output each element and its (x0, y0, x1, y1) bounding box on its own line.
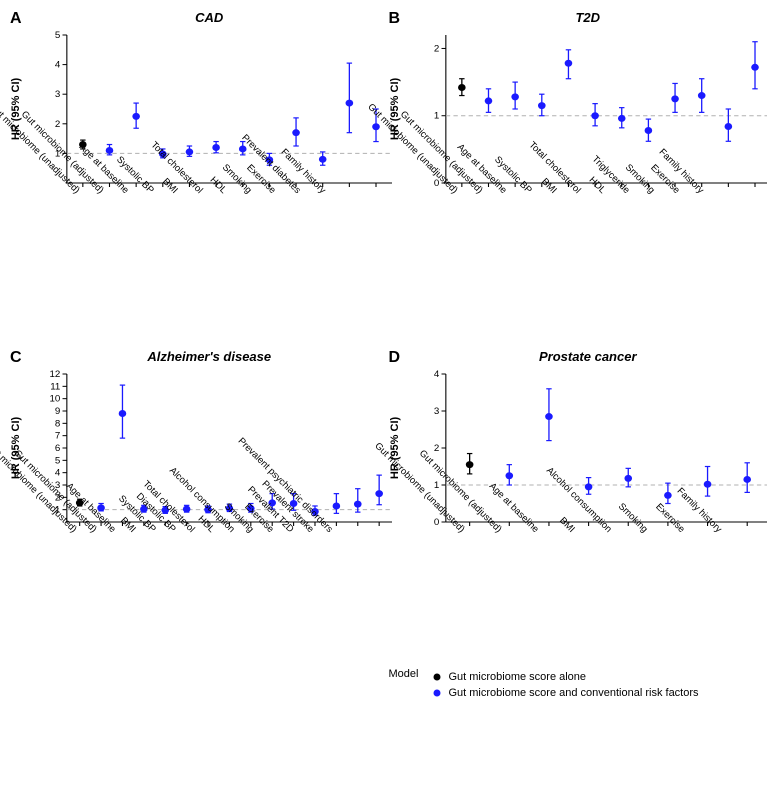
panel-letter: C (10, 349, 22, 367)
panel-letter: D (389, 349, 401, 367)
svg-text:2: 2 (433, 443, 438, 453)
svg-text:4: 4 (55, 60, 60, 70)
panel-letter: A (10, 10, 22, 28)
panel-grid: ACADHR (95% CI)12345Gut microbiome (unad… (10, 10, 757, 702)
panel-b: BT2DHR (95% CI)012Gut microbiome (unadju… (389, 10, 758, 309)
legend-title: Model (389, 668, 419, 680)
panel-a: ACADHR (95% CI)12345Gut microbiome (unad… (10, 10, 379, 309)
svg-text:12: 12 (49, 369, 60, 379)
legend: Model Gut microbiome score alone Gut mic… (389, 668, 758, 702)
svg-text:5: 5 (55, 456, 60, 466)
svg-text:0: 0 (433, 517, 438, 527)
svg-text:11: 11 (50, 382, 60, 392)
panel-d: DProstate cancerHR (95% CI)01234Gut micr… (389, 349, 758, 648)
panel-title: Prostate cancer (419, 349, 758, 364)
x-axis-labels: Gut microbiome (unadjusted)Gut microbiom… (30, 528, 379, 648)
svg-text:2: 2 (55, 119, 60, 129)
svg-text:1: 1 (433, 480, 438, 490)
svg-text:7: 7 (55, 431, 60, 441)
legend-item-label: Gut microbiome score and conventional ri… (448, 687, 698, 699)
svg-text:4: 4 (433, 369, 438, 379)
svg-text:3: 3 (433, 406, 438, 416)
svg-text:1: 1 (433, 111, 438, 121)
x-axis-labels: Gut microbiome (unadjusted)Gut microbiom… (409, 189, 758, 309)
panel-title: Alzheimer's disease (40, 349, 379, 364)
x-axis-labels: Gut microbiome (unadjusted)Gut microbiom… (30, 189, 379, 309)
svg-text:9: 9 (55, 406, 60, 416)
x-axis-labels: Gut microbiome (unadjusted)Gut microbiom… (409, 528, 758, 648)
panel-title: T2D (419, 10, 758, 25)
panel-letter: B (389, 10, 401, 28)
svg-text:3: 3 (55, 90, 60, 100)
chart-area: HR (95% CI)12345 (30, 29, 399, 189)
panel-c: CAlzheimer's diseaseHR (95% CI)123456789… (10, 349, 379, 648)
legend-item: Gut microbiome score and conventional ri… (430, 686, 698, 700)
svg-text:8: 8 (55, 419, 60, 429)
svg-text:4: 4 (55, 468, 60, 478)
svg-text:5: 5 (55, 30, 60, 40)
panel-title: CAD (40, 10, 379, 25)
svg-text:10: 10 (49, 394, 60, 404)
svg-text:6: 6 (55, 443, 60, 453)
legend-item-label: Gut microbiome score alone (448, 671, 586, 683)
svg-text:2: 2 (433, 44, 438, 54)
legend-item: Gut microbiome score alone (430, 670, 698, 684)
